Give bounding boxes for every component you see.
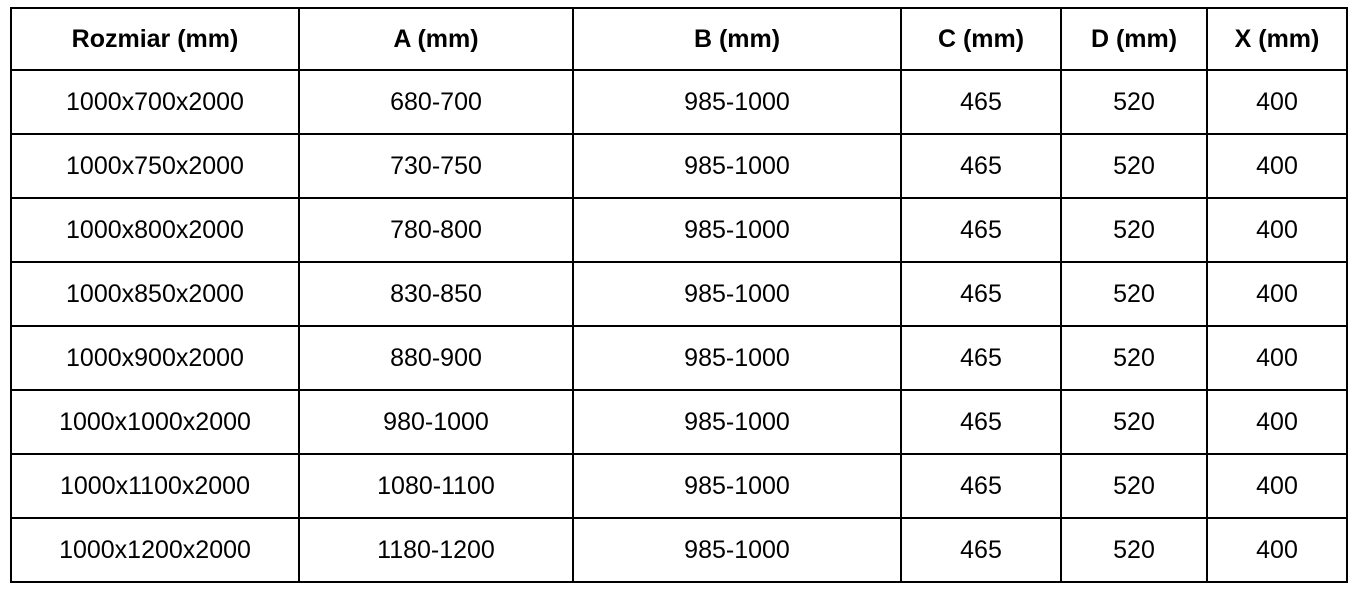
cell-d: 520 (1060, 261, 1208, 327)
cell-d: 520 (1060, 453, 1208, 519)
column-header-a: A (mm) (298, 7, 574, 71)
cell-size: 1000x1100x2000 (10, 453, 300, 519)
cell-d: 520 (1060, 389, 1208, 455)
column-header-size: Rozmiar (mm) (10, 7, 300, 71)
table-row: 1000x1200x2000 1180-1200 985-1000 465 520 400 (10, 517, 1348, 583)
table-row: 1000x800x2000 780-800 985-1000 465 520 400 (10, 197, 1348, 263)
cell-b: 985-1000 (572, 69, 902, 135)
cell-b: 985-1000 (572, 453, 902, 519)
cell-d: 520 (1060, 69, 1208, 135)
cell-c: 465 (900, 453, 1062, 519)
cell-b: 985-1000 (572, 325, 902, 391)
table-row: 1000x700x2000 680-700 985-1000 465 520 400 (10, 69, 1348, 135)
cell-a: 830-850 (298, 261, 574, 327)
cell-c: 465 (900, 517, 1062, 583)
cell-c: 465 (900, 325, 1062, 391)
cell-size: 1000x700x2000 (10, 69, 300, 135)
cell-a: 780-800 (298, 197, 574, 263)
table-row: 1000x1100x2000 1080-1100 985-1000 465 520 400 (10, 453, 1348, 519)
cell-size: 1000x850x2000 (10, 261, 300, 327)
cell-d: 520 (1060, 517, 1208, 583)
table-row: 1000x1000x2000 980-1000 985-1000 465 520 400 (10, 389, 1348, 455)
cell-d: 520 (1060, 197, 1208, 263)
cell-x: 400 (1206, 517, 1348, 583)
cell-c: 465 (900, 133, 1062, 199)
dimensions-table: Rozmiar (mm) A (mm) B (mm) C (mm) D (mm) X (m… (10, 7, 1348, 583)
column-header-c: C (mm) (900, 7, 1062, 71)
cell-x: 400 (1206, 325, 1348, 391)
cell-x: 400 (1206, 69, 1348, 135)
cell-c: 465 (900, 389, 1062, 455)
cell-a: 1180-1200 (298, 517, 574, 583)
cell-d: 520 (1060, 133, 1208, 199)
cell-c: 465 (900, 197, 1062, 263)
cell-b: 985-1000 (572, 389, 902, 455)
cell-a: 980-1000 (298, 389, 574, 455)
table-row: 1000x750x2000 730-750 985-1000 465 520 400 (10, 133, 1348, 199)
cell-x: 400 (1206, 133, 1348, 199)
table-row: 1000x850x2000 830-850 985-1000 465 520 400 (10, 261, 1348, 327)
cell-a: 880-900 (298, 325, 574, 391)
cell-x: 400 (1206, 389, 1348, 455)
cell-c: 465 (900, 261, 1062, 327)
cell-a: 680-700 (298, 69, 574, 135)
cell-x: 400 (1206, 197, 1348, 263)
cell-d: 520 (1060, 325, 1208, 391)
cell-b: 985-1000 (572, 133, 902, 199)
cell-c: 465 (900, 69, 1062, 135)
cell-b: 985-1000 (572, 517, 902, 583)
cell-a: 730-750 (298, 133, 574, 199)
column-header-b: B (mm) (572, 7, 902, 71)
header-row: Rozmiar (mm) A (mm) B (mm) C (mm) D (mm) X (m… (10, 7, 1348, 71)
column-header-x: X (mm) (1206, 7, 1348, 71)
cell-a: 1080-1100 (298, 453, 574, 519)
column-header-d: D (mm) (1060, 7, 1208, 71)
cell-size: 1000x1200x2000 (10, 517, 300, 583)
cell-size: 1000x1000x2000 (10, 389, 300, 455)
cell-x: 400 (1206, 261, 1348, 327)
table-row: 1000x900x2000 880-900 985-1000 465 520 400 (10, 325, 1348, 391)
cell-size: 1000x900x2000 (10, 325, 300, 391)
cell-b: 985-1000 (572, 261, 902, 327)
cell-size: 1000x800x2000 (10, 197, 300, 263)
cell-x: 400 (1206, 453, 1348, 519)
cell-b: 985-1000 (572, 197, 902, 263)
cell-size: 1000x750x2000 (10, 133, 300, 199)
